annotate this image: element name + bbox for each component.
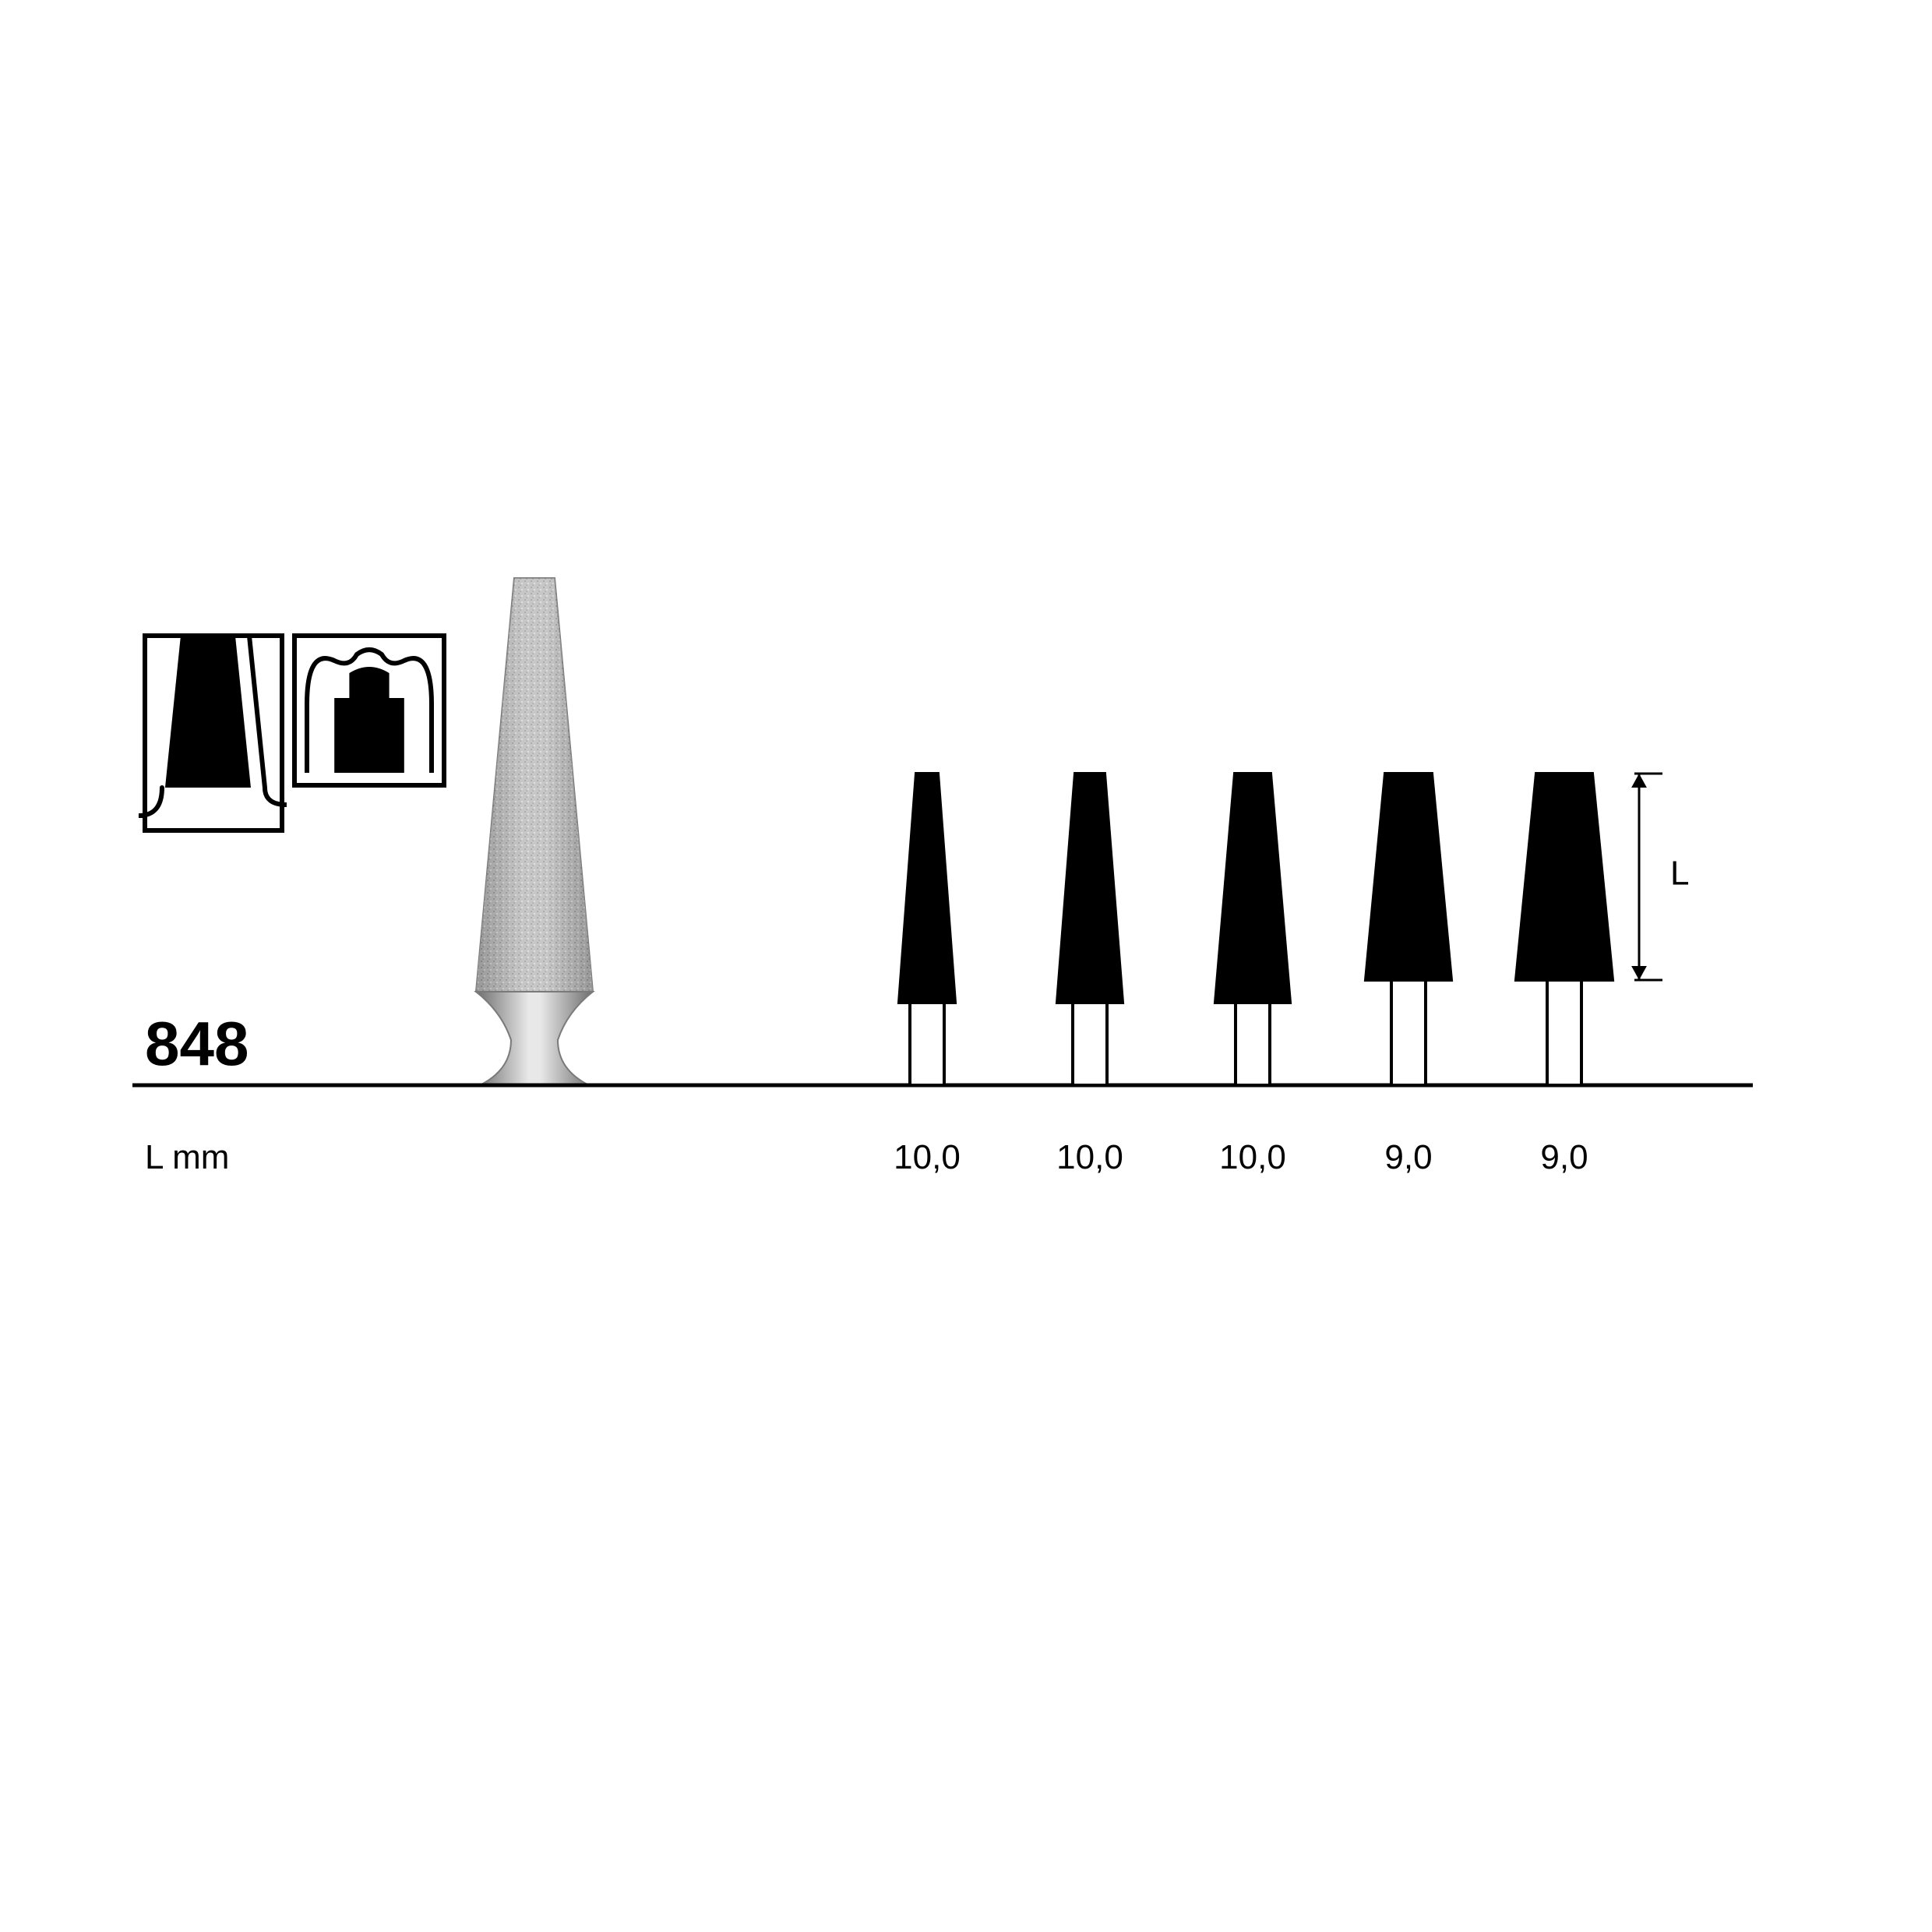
size-label-4: 9,0 bbox=[1540, 1138, 1588, 1176]
product-number: 848 bbox=[145, 1009, 249, 1078]
tooth-icon bbox=[294, 636, 444, 785]
dimension-indicator bbox=[1631, 774, 1662, 980]
size-item-2 bbox=[1215, 774, 1290, 1085]
bur-illustration bbox=[476, 578, 593, 1085]
size-item-3 bbox=[1366, 774, 1451, 1085]
size-label-0: 10,0 bbox=[894, 1138, 961, 1176]
size-item-0 bbox=[899, 774, 955, 1085]
size-item-1 bbox=[1057, 774, 1123, 1085]
shape-icon bbox=[139, 636, 287, 830]
size-label-2: 10,0 bbox=[1219, 1138, 1286, 1176]
dimension-label: L bbox=[1670, 855, 1689, 893]
size-label-1: 10,0 bbox=[1056, 1138, 1123, 1176]
size-label-3: 9,0 bbox=[1384, 1138, 1432, 1176]
size-item-4 bbox=[1516, 774, 1613, 1085]
row-label-lmm: L mm bbox=[145, 1138, 229, 1176]
